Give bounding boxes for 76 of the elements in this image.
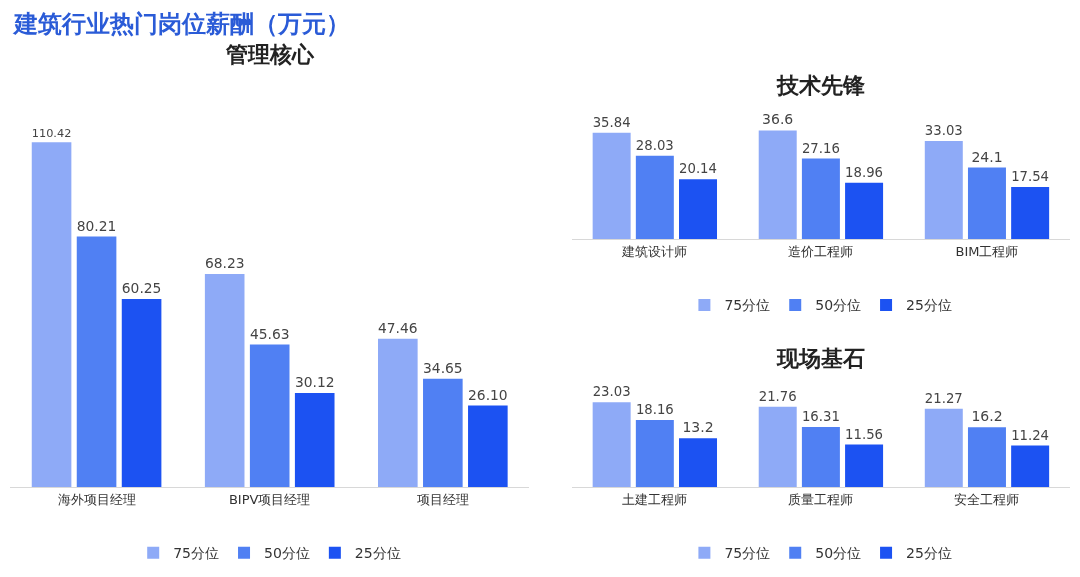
bar [1011, 445, 1050, 488]
legend-label: 25分位 [906, 545, 952, 562]
legend-label: 50分位 [815, 545, 862, 562]
bar [249, 344, 290, 488]
x-tick-label: 土建工程师 [622, 491, 688, 507]
data-label: 30.12 [294, 374, 335, 390]
x-tick-label: BIPV项目经理 [228, 491, 311, 507]
bar [31, 142, 72, 488]
bar [758, 406, 797, 488]
data-label: 20.14 [679, 161, 717, 177]
data-label: 11.56 [845, 426, 883, 442]
data-label: 11.24 [1011, 427, 1050, 443]
data-label: 33.03 [924, 123, 963, 139]
data-label: 13.2 [682, 419, 714, 436]
data-label: 80.21 [76, 217, 117, 234]
bar [845, 444, 884, 488]
data-label: 60.25 [121, 279, 162, 296]
x-tick-label: 海外项目经理 [57, 491, 136, 507]
bar [679, 179, 718, 240]
chart-title: 现场基石 [776, 346, 865, 371]
data-label: 35.84 [592, 114, 631, 130]
data-label: 18.96 [845, 164, 883, 180]
bar [924, 141, 963, 240]
data-label: 110.42 [31, 126, 72, 140]
bar [76, 236, 117, 488]
bar [423, 378, 463, 488]
data-label: 45.63 [249, 325, 290, 342]
legend-label: 50分位 [264, 545, 310, 562]
data-label: 23.03 [592, 384, 631, 400]
bar [679, 438, 718, 488]
legend-label: 75分位 [173, 545, 220, 562]
legend-label: 75分位 [724, 297, 771, 314]
text: 建筑行业热门岗位薪酬（万元） [12, 10, 350, 38]
bar [592, 132, 631, 240]
data-label: 47.46 [378, 319, 418, 336]
bar [378, 338, 418, 488]
bar [967, 167, 1006, 240]
legend-label: 75分位 [724, 545, 771, 562]
data-label: 24.1 [971, 148, 1003, 165]
data-label: 16.31 [801, 409, 840, 425]
bar [204, 273, 245, 488]
data-label: 27.16 [801, 140, 840, 156]
bar [592, 402, 631, 488]
data-label: 21.27 [924, 390, 963, 406]
bar [294, 392, 335, 488]
bar [801, 158, 840, 240]
x-tick-label: BIM工程师 [955, 243, 1019, 259]
data-label: 68.23 [204, 255, 245, 271]
data-label: 36.6 [762, 111, 794, 128]
legend-label: 25分位 [354, 545, 401, 562]
bar [1011, 187, 1050, 240]
legend-label: 50分位 [815, 297, 862, 314]
data-label: 34.65 [423, 359, 463, 376]
x-tick-label: 质量工程师 [788, 491, 854, 507]
bar [758, 130, 797, 240]
data-label: 18.16 [635, 402, 674, 418]
bar [845, 182, 884, 240]
bar [121, 298, 162, 488]
bar [635, 420, 674, 488]
bar [924, 408, 963, 488]
x-tick-label: 安全工程师 [954, 491, 1020, 507]
bar [801, 426, 840, 488]
bar [967, 427, 1006, 488]
x-tick-label: 项目经理 [416, 491, 469, 507]
x-tick-label: 建筑设计师 [621, 243, 688, 259]
chart-title: 管理核心 [225, 42, 315, 67]
chart-title: 技术先锋 [776, 73, 865, 98]
bar [468, 405, 508, 488]
data-label: 28.03 [635, 138, 674, 154]
bar [635, 155, 674, 240]
data-label: 21.76 [758, 388, 797, 404]
data-label: 26.10 [468, 386, 508, 403]
x-tick-label: 造价工程师 [788, 243, 854, 259]
data-label: 16.2 [971, 408, 1003, 425]
data-label: 17.54 [1011, 169, 1050, 185]
legend-label: 25分位 [906, 297, 952, 314]
